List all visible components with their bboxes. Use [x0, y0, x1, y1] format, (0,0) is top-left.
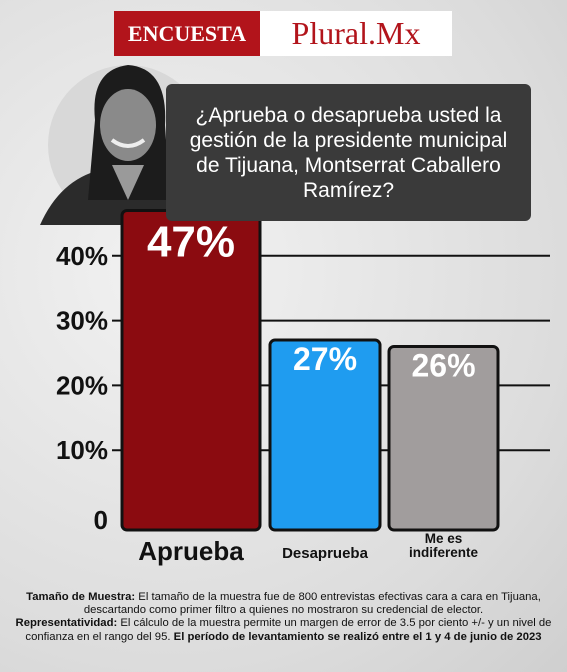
y-tick-label: 40% — [56, 241, 108, 271]
footnote-text: El cálculo de la muestra permite un marg… — [25, 617, 552, 643]
category-label: Desaprueba — [282, 545, 368, 562]
value-label: 27% — [293, 341, 357, 377]
footnote-text: Tamaño de Muestra: — [26, 591, 136, 603]
footnote-text: Representatividad: — [15, 617, 118, 630]
footnote-text: El tamaño de la muestra fue de 800 entre… — [83, 591, 541, 617]
value-label: 47% — [147, 217, 235, 266]
value-label: 26% — [411, 348, 475, 384]
category-label: Me es indiferente — [408, 531, 478, 561]
footnote: Tamaño de Muestra: El tamaño de la muest… — [12, 591, 555, 644]
y-tick-label: 30% — [56, 306, 108, 336]
brand: Plural.Mx — [260, 11, 452, 56]
bar — [387, 345, 500, 532]
y-tick-label: 20% — [56, 370, 108, 400]
footnote-text: El período de levantamiento se realizó e… — [173, 630, 542, 643]
bar — [268, 338, 382, 532]
category-label: Aprueba — [138, 536, 244, 566]
y-tick-label: 10% — [56, 435, 108, 465]
question: ¿Aprueba o desaprueba usted la gestión d… — [166, 84, 531, 221]
y-tick-label: 0 — [94, 505, 108, 535]
survey-tag: ENCUESTA — [114, 11, 260, 56]
